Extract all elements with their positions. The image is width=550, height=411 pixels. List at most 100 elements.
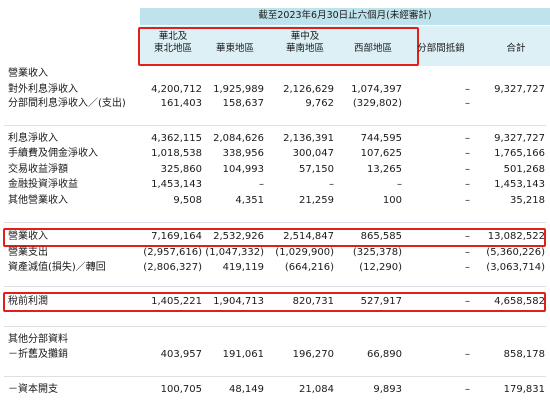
value-cell: (2,806,327) [143, 262, 202, 273]
header-band [140, 8, 550, 25]
row-label: 分部間利息淨收入／(支出) [8, 98, 126, 109]
row-label: 資產減值(損失)／轉回 [8, 262, 106, 273]
row-label: 營業收入 [8, 231, 48, 242]
value-cell: 858,178 [503, 349, 545, 360]
value-cell: 21,259 [299, 195, 334, 206]
value-cell: (2,957,616) [143, 247, 202, 258]
row-label: 營業收入 [8, 68, 48, 79]
value-cell: – [465, 133, 470, 144]
row-label: 其他分部資料 [8, 334, 68, 345]
value-cell: 13,082,522 [487, 231, 545, 242]
row-rule [4, 125, 546, 126]
value-cell: 527,917 [360, 296, 402, 307]
row-label: 金融投資淨收益 [8, 179, 78, 190]
column-header: 西部地區 [353, 43, 392, 54]
row-label: 交易收益淨額 [8, 164, 68, 175]
value-cell: 48,149 [229, 384, 264, 395]
value-cell: 9,327,727 [494, 133, 545, 144]
value-cell: 100 [382, 195, 402, 206]
row-label: 其他營業收入 [8, 195, 68, 206]
value-cell: 9,893 [373, 384, 402, 395]
value-cell: 419,119 [222, 262, 264, 273]
value-cell: 1,074,397 [351, 84, 402, 95]
value-cell: 4,362,115 [151, 133, 202, 144]
row-label: 利息淨收入 [8, 133, 58, 144]
value-cell: 104,993 [222, 164, 264, 175]
value-cell: 1,904,713 [213, 296, 264, 307]
row-label: 營業支出 [8, 247, 48, 258]
row-rule [4, 222, 546, 223]
row-label: 稅前利潤 [8, 296, 48, 307]
row-label: －資本開支 [8, 384, 58, 395]
value-cell: – [465, 195, 470, 206]
value-cell: 865,585 [360, 231, 402, 242]
period-header: 截至2023年6月30日止六個月(未經審計) [258, 10, 432, 21]
value-cell: 4,658,582 [494, 296, 545, 307]
value-cell: 21,084 [299, 384, 334, 395]
value-cell: – [465, 98, 470, 109]
value-cell: 9,762 [305, 98, 334, 109]
value-cell: 2,126,629 [283, 84, 334, 95]
value-cell: 1,453,143 [494, 179, 545, 190]
value-cell: 1,018,538 [151, 148, 202, 159]
row-rule [4, 286, 546, 287]
value-cell: 107,625 [360, 148, 402, 159]
value-cell: 4,200,712 [151, 84, 202, 95]
value-cell: – [465, 247, 470, 258]
value-cell: (329,802) [352, 98, 402, 109]
value-cell: 300,047 [292, 148, 334, 159]
value-cell: 191,061 [222, 349, 264, 360]
value-cell: – [329, 179, 334, 190]
value-cell: 13,265 [367, 164, 402, 175]
value-cell: 196,270 [292, 349, 334, 360]
value-cell: – [465, 179, 470, 190]
value-cell: 66,890 [367, 349, 402, 360]
column-header: 華北及 東北地區 [153, 31, 192, 54]
value-cell: (1,047,332) [205, 247, 264, 258]
value-cell: 161,403 [160, 98, 202, 109]
value-cell: (3,063,714) [486, 262, 545, 273]
value-cell: 35,218 [510, 195, 545, 206]
value-cell: (5,360,226) [486, 247, 545, 258]
column-header: 華東地區 [215, 43, 254, 54]
column-header: 分部間抵銷 [417, 43, 465, 54]
value-cell: – [465, 349, 470, 360]
value-cell: 501,268 [503, 164, 545, 175]
value-cell: 9,508 [173, 195, 202, 206]
value-cell: 100,705 [160, 384, 202, 395]
row-label: －折舊及攤銷 [8, 349, 68, 360]
value-cell: 403,957 [160, 349, 202, 360]
highlight-box [3, 228, 546, 247]
value-cell: 1,453,143 [151, 179, 202, 190]
value-cell: 2,136,391 [283, 133, 334, 144]
value-cell: – [465, 384, 470, 395]
row-label: 對外利息淨收入 [8, 84, 78, 95]
value-cell: 9,327,727 [494, 84, 545, 95]
value-cell: – [397, 179, 402, 190]
value-cell: 338,956 [222, 148, 264, 159]
value-cell: (325,378) [352, 247, 402, 258]
value-cell: – [465, 164, 470, 175]
row-rule [4, 326, 546, 327]
value-cell: 1,765,166 [494, 148, 545, 159]
highlight-box [3, 292, 546, 312]
value-cell: (664,216) [284, 262, 334, 273]
value-cell: – [465, 231, 470, 242]
row-rule [4, 376, 546, 377]
value-cell: 1,405,221 [151, 296, 202, 307]
value-cell: 1,925,989 [213, 84, 264, 95]
value-cell: 820,731 [292, 296, 334, 307]
value-cell: – [465, 148, 470, 159]
value-cell: 2,532,926 [213, 231, 264, 242]
row-label: 手續費及佣金淨收入 [8, 148, 98, 159]
value-cell: 744,595 [360, 133, 402, 144]
value-cell: – [465, 262, 470, 273]
value-cell: (1,029,900) [275, 247, 334, 258]
value-cell: 2,514,847 [283, 231, 334, 242]
value-cell: 325,860 [160, 164, 202, 175]
value-cell: (12,290) [359, 262, 402, 273]
value-cell: – [465, 84, 470, 95]
highlight-box [138, 27, 419, 66]
value-cell: 57,150 [299, 164, 334, 175]
